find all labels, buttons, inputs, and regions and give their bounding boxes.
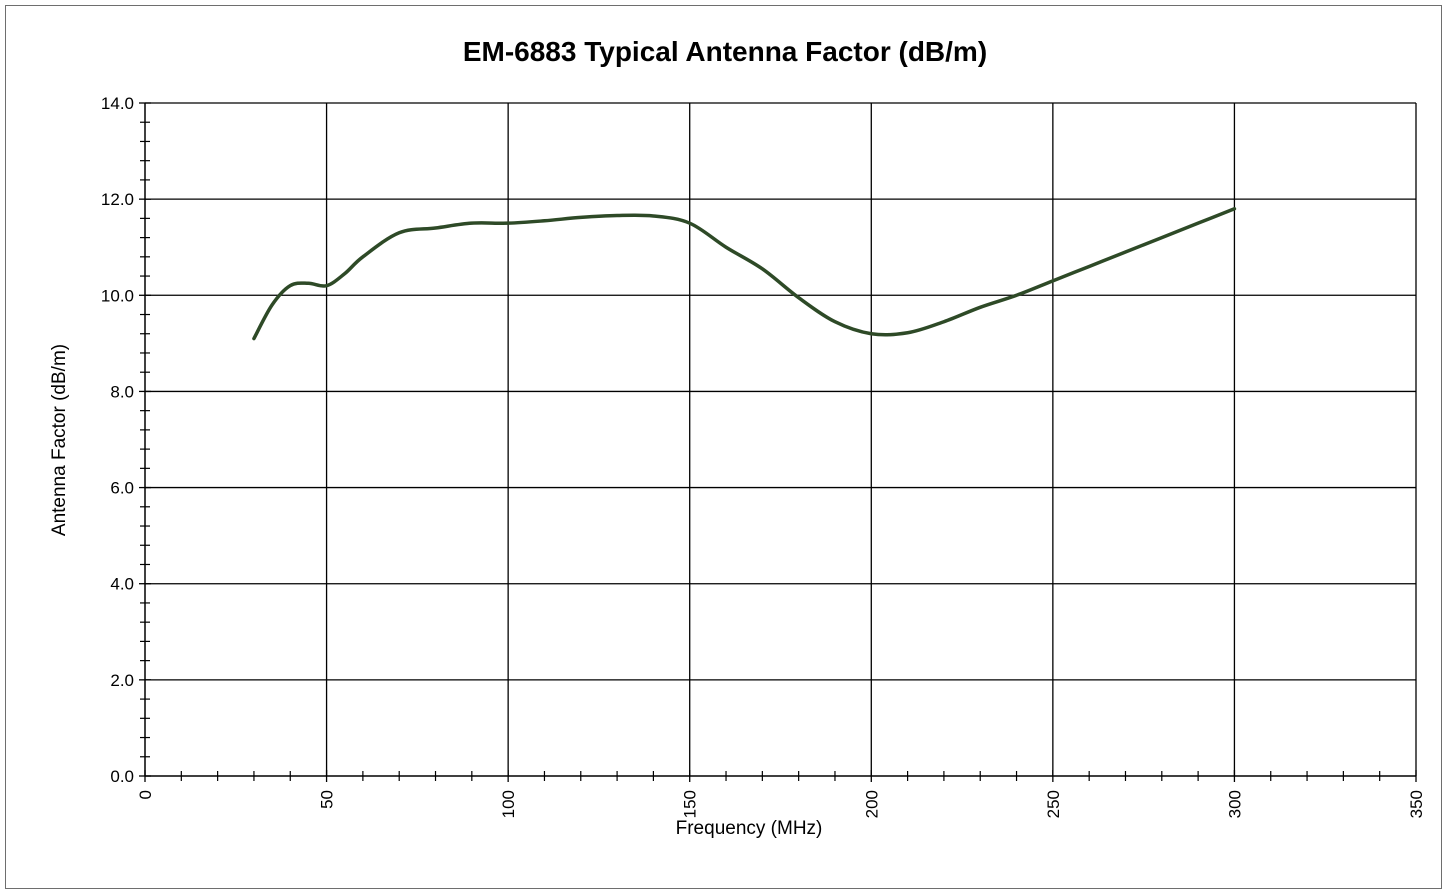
x-tick-label: 0 [136,790,155,799]
axes [144,103,1416,777]
x-tick-label: 250 [1044,790,1063,818]
y-tick-label: 6.0 [110,479,134,498]
x-tick-label: 350 [1407,790,1426,818]
y-tick-label: 12.0 [101,190,134,209]
y-tick-label: 0.0 [110,767,134,786]
x-tick-labels: 0 50 100 150 200 250 300 350 [136,790,1426,818]
chart-title: EM-6883 Typical Antenna Factor (dB/m) [463,36,987,67]
x-tick-label: 50 [318,790,337,809]
gridlines [145,102,1417,776]
antenna-factor-series-line [252,207,1237,341]
x-axis-title: Frequency (MHz) [676,818,823,839]
x-tick-label: 100 [499,790,518,818]
y-axis-title: Antenna Factor (dB/m) [49,344,70,536]
y-tick-labels: 0.0 2.0 4.0 6.0 8.0 10.0 12.0 14.0 [101,94,134,786]
x-tick-label: 200 [862,790,881,818]
y-tick-label: 2.0 [110,671,134,690]
y-tick-label: 10.0 [101,286,134,305]
y-tick-label: 4.0 [110,575,134,594]
y-tick-label: 8.0 [110,382,134,401]
x-tick-label: 150 [681,790,700,818]
x-tick-label: 300 [1225,790,1244,818]
y-tick-label: 14.0 [101,94,134,113]
chart-frame [5,5,1442,889]
